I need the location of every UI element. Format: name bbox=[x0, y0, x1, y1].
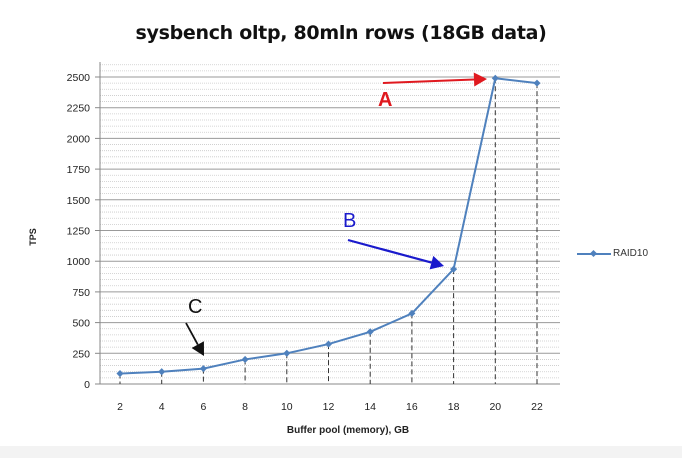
x-tick-label: 18 bbox=[448, 401, 460, 413]
y-tick-label: 2000 bbox=[67, 133, 91, 145]
annotation-c-label: C bbox=[188, 296, 202, 318]
annotation-b-label: B bbox=[343, 210, 356, 232]
data-point-marker bbox=[408, 309, 416, 317]
x-tick-label: 2 bbox=[117, 401, 123, 413]
data-point-marker bbox=[158, 368, 166, 376]
y-tick-label: 250 bbox=[72, 348, 90, 360]
y-tick-label: 1500 bbox=[67, 195, 91, 207]
x-tick-label: 14 bbox=[364, 401, 376, 413]
x-tick-label: 12 bbox=[323, 401, 335, 413]
data-point-marker bbox=[491, 74, 499, 82]
data-point-marker bbox=[199, 365, 207, 373]
plot-area bbox=[100, 62, 560, 384]
y-tick-label: 0 bbox=[84, 379, 90, 391]
data-point-marker bbox=[241, 355, 249, 363]
data-point-marker bbox=[450, 265, 458, 273]
arrow-a-shaft bbox=[382, 78, 475, 84]
y-tick-label: 1250 bbox=[67, 226, 91, 238]
legend: RAID10 bbox=[577, 248, 648, 259]
x-tick-label: 20 bbox=[489, 401, 501, 413]
chart-title: sysbench oltp, 80mln rows (18GB data) bbox=[135, 22, 547, 44]
x-axis-label: Buffer pool (memory), GB bbox=[286, 425, 410, 436]
y-tick-label: 750 bbox=[72, 287, 90, 299]
x-tick-label: 6 bbox=[200, 401, 206, 413]
arrow-b-icon bbox=[429, 255, 444, 270]
arrow-b-shaft bbox=[347, 238, 432, 264]
y-tick-label: 1750 bbox=[67, 164, 91, 176]
legend-label: RAID10 bbox=[613, 248, 649, 259]
arrow-c-shaft bbox=[185, 322, 199, 346]
x-tick-label: 22 bbox=[531, 401, 543, 413]
annotation-a-label: A bbox=[378, 89, 392, 111]
footer-bar bbox=[0, 446, 682, 458]
data-point-marker bbox=[366, 328, 374, 336]
legend-line-marker-icon bbox=[577, 249, 611, 257]
arrow-a-icon bbox=[473, 72, 487, 87]
data-point-marker bbox=[533, 79, 541, 87]
y-tick-label: 500 bbox=[72, 318, 90, 330]
y-tick-label: 1000 bbox=[67, 256, 91, 268]
y-tick-label: 2250 bbox=[67, 103, 91, 115]
y-tick-label: 2500 bbox=[67, 72, 91, 84]
x-tick-label: 16 bbox=[406, 401, 418, 413]
x-tick-label: 4 bbox=[159, 401, 165, 413]
data-point-marker bbox=[283, 349, 291, 357]
x-tick-label: 8 bbox=[242, 401, 248, 413]
data-point-marker bbox=[324, 340, 333, 348]
data-point-marker bbox=[116, 370, 124, 378]
arrow-c-icon bbox=[191, 341, 204, 356]
x-tick-label: 10 bbox=[281, 401, 293, 413]
